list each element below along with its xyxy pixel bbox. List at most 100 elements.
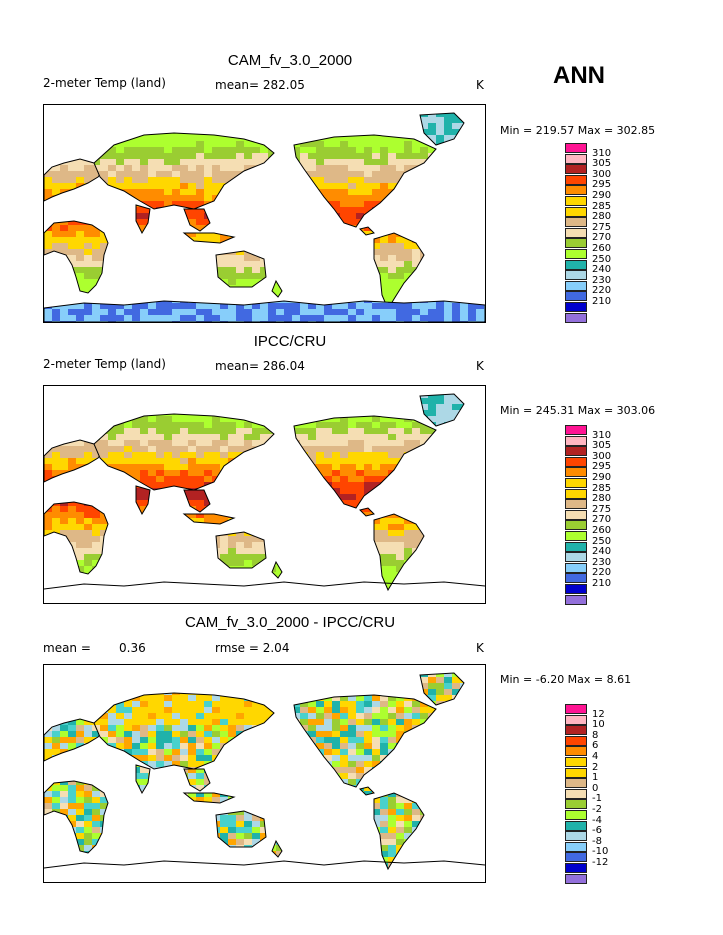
panel1-mean: mean= 282.05 bbox=[215, 78, 305, 92]
land-nz bbox=[44, 105, 485, 322]
legend-swatch bbox=[565, 238, 587, 248]
legend-label: 275 bbox=[592, 223, 611, 233]
land-namer bbox=[44, 105, 485, 322]
land-seasia bbox=[44, 665, 485, 882]
land-greenl bbox=[44, 665, 485, 882]
legend-swatch bbox=[565, 715, 587, 725]
legend-swatch bbox=[565, 799, 587, 809]
legend-label: -12 bbox=[592, 858, 608, 868]
land-india bbox=[44, 665, 485, 882]
panel2-unit: K bbox=[476, 359, 484, 373]
panel3-map bbox=[43, 664, 486, 883]
legend-swatch bbox=[565, 842, 587, 852]
panel3-mean-label: mean = bbox=[43, 641, 91, 655]
legend-swatch bbox=[565, 478, 587, 488]
legend-label: 6 bbox=[592, 741, 598, 751]
legend-label: 310 bbox=[592, 431, 611, 441]
legend-swatch bbox=[565, 810, 587, 820]
land-austr bbox=[44, 386, 485, 603]
legend-swatch bbox=[565, 573, 587, 583]
legend-swatch bbox=[565, 457, 587, 467]
legend-swatch bbox=[565, 520, 587, 530]
legend-label: 285 bbox=[592, 484, 611, 494]
legend-label: 220 bbox=[592, 568, 611, 578]
legend-swatch bbox=[565, 704, 587, 714]
legend-label: 220 bbox=[592, 286, 611, 296]
legend-label: 290 bbox=[592, 191, 611, 201]
land-europe bbox=[44, 386, 485, 603]
legend-label: 4 bbox=[592, 752, 598, 762]
legend-label: 240 bbox=[592, 265, 611, 275]
panel2-title: IPCC/CRU bbox=[190, 333, 390, 350]
legend-swatch bbox=[565, 260, 587, 270]
legend-label: -1 bbox=[592, 794, 602, 804]
legend-label: 305 bbox=[592, 441, 611, 451]
legend-swatch bbox=[565, 217, 587, 227]
land-europe bbox=[44, 665, 485, 882]
legend-swatch bbox=[565, 489, 587, 499]
panel2-variable: 2-meter Temp (land) bbox=[43, 357, 166, 371]
legend-swatch bbox=[565, 270, 587, 280]
legend-label: 12 bbox=[592, 710, 605, 720]
panel3-minmax: Min = -6.20 Max = 8.61 bbox=[500, 673, 631, 686]
legend-swatch bbox=[565, 725, 587, 735]
legend-swatch bbox=[565, 789, 587, 799]
legend-swatch bbox=[565, 185, 587, 195]
legend-swatch bbox=[565, 542, 587, 552]
legend-label: 1 bbox=[592, 773, 598, 783]
legend-swatch bbox=[565, 446, 587, 456]
legend-swatch bbox=[565, 531, 587, 541]
legend-swatch bbox=[565, 821, 587, 831]
land-nz bbox=[44, 665, 485, 882]
land-europe bbox=[44, 105, 485, 322]
legend-swatch bbox=[565, 757, 587, 767]
legend-label: 210 bbox=[592, 297, 611, 307]
land-africa bbox=[44, 665, 485, 882]
legend-swatch bbox=[565, 302, 587, 312]
panel1-map bbox=[43, 104, 486, 323]
land-antarc bbox=[44, 105, 485, 322]
panel2-minmax: Min = 245.31 Max = 303.06 bbox=[500, 404, 655, 417]
legend-label: 270 bbox=[592, 515, 611, 525]
panel3-rmse: rmse = 2.04 bbox=[215, 641, 289, 655]
legend-swatch bbox=[565, 175, 587, 185]
land-africa bbox=[44, 105, 485, 322]
panel1-title: CAM_fv_3.0_2000 bbox=[190, 52, 390, 69]
land-nz bbox=[44, 386, 485, 603]
legend-swatch bbox=[565, 768, 587, 778]
legend-label: -2 bbox=[592, 805, 602, 815]
legend-label: 260 bbox=[592, 526, 611, 536]
panel1-minmax: Min = 219.57 Max = 302.85 bbox=[500, 124, 655, 137]
legend-label: 300 bbox=[592, 170, 611, 180]
legend-swatch bbox=[565, 313, 587, 323]
panel3-unit: K bbox=[476, 641, 484, 655]
land-greenl bbox=[44, 105, 485, 322]
legend-swatch bbox=[565, 207, 587, 217]
legend-label: -8 bbox=[592, 837, 602, 847]
legend-label: 280 bbox=[592, 212, 611, 222]
land-india bbox=[44, 386, 485, 603]
land-namer bbox=[44, 386, 485, 603]
panel3-mean: 0.36 bbox=[119, 641, 146, 655]
land-seasia bbox=[44, 105, 485, 322]
panel2-mean: mean= 286.04 bbox=[215, 359, 305, 373]
legend-label: 290 bbox=[592, 473, 611, 483]
legend-swatch bbox=[565, 874, 587, 884]
panel1-unit: K bbox=[476, 78, 484, 92]
land-seasia bbox=[44, 386, 485, 603]
panel2-map bbox=[43, 385, 486, 604]
legend-label: 2 bbox=[592, 763, 598, 773]
coastline-antarctica bbox=[44, 582, 485, 589]
legend-swatch bbox=[565, 143, 587, 153]
legend-swatch bbox=[565, 425, 587, 435]
legend-label: 275 bbox=[592, 505, 611, 515]
legend-label: 8 bbox=[592, 731, 598, 741]
legend-label: 240 bbox=[592, 547, 611, 557]
legend-swatch bbox=[565, 228, 587, 238]
legend-swatch bbox=[565, 584, 587, 594]
legend-swatch bbox=[565, 563, 587, 573]
legend-swatch bbox=[565, 281, 587, 291]
legend-label: 250 bbox=[592, 537, 611, 547]
legend-label: 10 bbox=[592, 720, 605, 730]
land-samer bbox=[44, 665, 485, 882]
